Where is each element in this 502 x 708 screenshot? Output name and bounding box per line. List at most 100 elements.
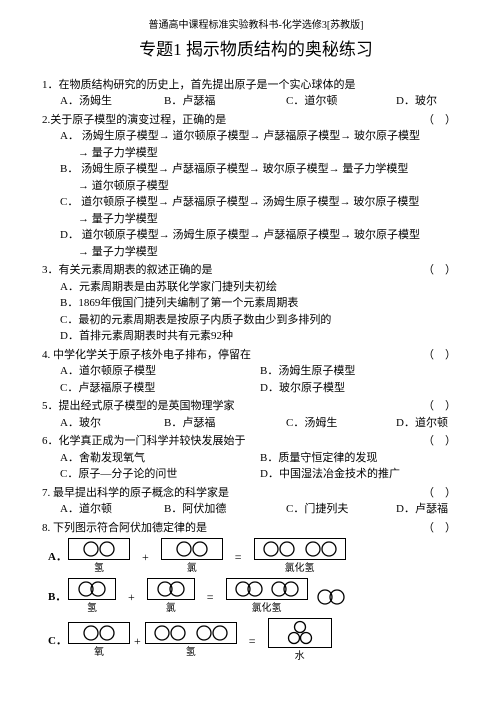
q3-b: 1869年俄国门捷列夫编制了第一个元素周期表 <box>78 297 298 309</box>
label-d: D． <box>396 503 415 515</box>
arrow-icon: → <box>340 229 351 241</box>
q1-b: 卢瑟福 <box>182 95 215 107</box>
label-c: C． <box>286 95 304 107</box>
diagram-c: C． 氧 + 氢 = 水 <box>42 618 470 664</box>
label-b: B． <box>60 163 78 175</box>
q6-a: 舍勒发现氧气 <box>79 452 145 464</box>
q1-c: 道尔顿 <box>304 95 337 107</box>
blank-paren: （ ） <box>423 262 456 279</box>
label-a: A． <box>60 417 79 429</box>
molecule-box <box>68 538 130 560</box>
question-1: 1．在物质结构研究的历史上，首先提出原子是一个实心球体的是 A．汤姆生 B．卢瑟… <box>42 77 470 110</box>
question-2: 2.关于原子模型的演变过程，正确的是 （ ） A． 汤姆生原子模型→ 道尔顿原子… <box>42 112 470 261</box>
arrow-icon: → <box>249 196 260 208</box>
two-circles-icon <box>79 540 119 558</box>
label-a: A． <box>60 452 79 464</box>
label-a: A． <box>60 95 79 107</box>
label-c: C． <box>286 417 304 429</box>
arrow-icon: → <box>340 196 351 208</box>
q2-b3: 玻尔原子模型 <box>263 163 329 175</box>
blank-paren: （ ） <box>423 520 456 537</box>
q5-stem: 5．提出经式原子模型的是英国物理学家 <box>42 400 235 412</box>
q2-a4: 玻尔原子模型 <box>354 130 420 142</box>
equals-icon: = <box>207 588 214 606</box>
q5-d: 道尔顿 <box>415 417 448 429</box>
label-cl2: 氯 <box>187 561 197 576</box>
q7-d: 卢瑟福 <box>415 503 448 515</box>
question-3: 3．有关元素周期表的叙述正确的是 （ ） A．元素周期表是由苏联化学家门捷列夫初… <box>42 262 470 345</box>
two-circles-icon <box>79 624 119 642</box>
plus-icon: + <box>134 632 141 650</box>
molecule-box <box>268 618 332 648</box>
label-c: C． <box>60 314 78 326</box>
q2-c4: 玻尔原子模型 <box>353 196 419 208</box>
blank-paren: （ ） <box>423 112 456 129</box>
plus-icon: + <box>142 548 149 566</box>
molecule-box <box>68 622 130 644</box>
q7-stem: 7. 最早提出科学的原子概念的科学家是 <box>42 487 229 499</box>
q3-a: 元素周期表是由苏联化学家门捷列夫初绘 <box>79 281 277 293</box>
question-8: 8. 下列图示符合阿伏加德定律的是 （ ） <box>42 520 470 537</box>
label-h2: 氢 <box>87 601 97 616</box>
q2-d5: 量子力学模型 <box>92 246 158 258</box>
molecule-box <box>226 578 308 600</box>
arrow-icon: → <box>78 246 89 258</box>
q2-a3: 卢瑟福原子模型 <box>263 130 340 142</box>
q5-a: 玻尔 <box>79 417 101 429</box>
triangle-circles-icon <box>286 620 314 646</box>
blank-paren: （ ） <box>423 398 456 415</box>
arrow-icon: → <box>159 229 170 241</box>
page-title: 专题1 揭示物质结构的奥秘练习 <box>42 37 470 63</box>
question-7: 7. 最早提出科学的原子概念的科学家是 （ ） A．道尔顿 B．阿伏加德 C．门… <box>42 485 470 518</box>
label-d: D． <box>260 382 279 394</box>
label-a: A． <box>60 281 79 293</box>
label-b: B． <box>48 589 68 606</box>
question-4: 4. 中学化学关于原子核外电子排布，停留在 （ ） A．道尔顿原子模型 B．汤姆… <box>42 347 470 397</box>
question-5: 5．提出经式原子模型的是英国物理学家 （ ） A．玻尔 B．卢瑟福 C．汤姆生 … <box>42 398 470 431</box>
arrow-icon: → <box>158 163 169 175</box>
label-b: B． <box>164 95 182 107</box>
label-hcl: 氯化氢 <box>285 561 315 576</box>
arrow-icon: → <box>340 130 351 142</box>
q2-c2: 卢瑟福原子模型 <box>172 196 249 208</box>
q7-c: 门捷列夫 <box>304 503 348 515</box>
q2-c1: 道尔顿原子模型 <box>81 196 158 208</box>
q4-c: 卢瑟福原子模型 <box>78 382 155 394</box>
label-o2: 氧 <box>94 645 104 660</box>
label-b: B． <box>164 417 182 429</box>
q2-b1: 汤姆生原子模型 <box>81 163 158 175</box>
molecule-box <box>145 622 237 644</box>
label-d: D． <box>396 417 415 429</box>
q2-c3: 汤姆生原子模型 <box>263 196 340 208</box>
equals-icon: = <box>249 632 256 650</box>
arrow-icon: → <box>158 196 169 208</box>
q1-a: 汤姆生 <box>79 95 112 107</box>
molecule-box <box>254 538 346 560</box>
q2-d1: 道尔顿原子模型 <box>82 229 159 241</box>
arrow-icon: → <box>249 229 260 241</box>
two-pairs-icon <box>259 540 341 558</box>
arrow-icon: → <box>78 180 89 192</box>
label-cl2: 氯 <box>166 601 176 616</box>
q2-stem: 2.关于原子模型的演变过程，正确的是 <box>42 114 226 126</box>
q2-a1: 汤姆生原子模型 <box>82 130 159 142</box>
label-h2o: 水 <box>295 649 305 664</box>
q3-c: 最初的元素周期表是按原子内质子数由少到多排列的 <box>78 314 331 326</box>
q5-c: 汤姆生 <box>304 417 337 429</box>
molecule-box <box>161 538 223 560</box>
two-circles-icon <box>75 580 109 598</box>
arrow-icon: → <box>249 130 260 142</box>
q3-stem: 3．有关元素周期表的叙述正确的是 <box>42 264 213 276</box>
q6-c: 原子—分子论的问世 <box>78 468 177 480</box>
label-c: C． <box>286 503 304 515</box>
diagram-b: B． 氢 + 氯 = 氯化氢 <box>42 578 470 616</box>
q4-d: 玻尔原子模型 <box>279 382 345 394</box>
q5-b: 卢瑟福 <box>182 417 215 429</box>
label-d: D． <box>60 330 79 342</box>
q2-b4: 量子力学模型 <box>342 163 408 175</box>
q6-b: 质量守恒定律的发现 <box>278 452 377 464</box>
diagram-a: A． 氢 + 氯 = 氯化氢 <box>42 538 470 576</box>
blank-paren: （ ） <box>423 485 456 502</box>
two-pairs-icon <box>232 580 302 598</box>
label-a: A． <box>60 503 79 515</box>
